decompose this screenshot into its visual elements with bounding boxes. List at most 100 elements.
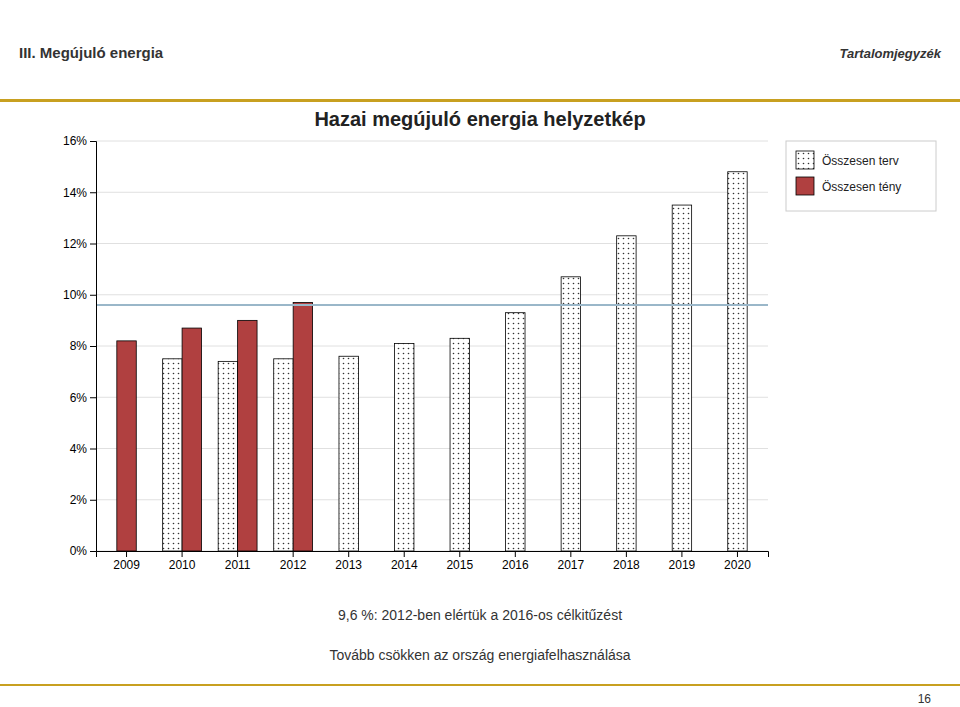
bar <box>238 320 257 551</box>
tick-mark <box>90 346 96 347</box>
tick: 2015 <box>446 551 473 572</box>
tick-label: 14% <box>63 186 87 200</box>
tick: 2019 <box>669 551 696 572</box>
legend-label: Összesen terv <box>822 154 899 168</box>
tick: 2011 <box>225 551 251 572</box>
tick-mark <box>459 551 460 557</box>
header-right: Tartalomjegyzék <box>840 46 942 61</box>
tick: 8% <box>70 339 96 353</box>
footer-separator <box>0 684 960 686</box>
tick-label: 2012 <box>280 558 307 572</box>
reference-line <box>96 304 768 306</box>
tick-label: 2016 <box>502 558 529 572</box>
tick-label: 0% <box>70 544 88 558</box>
bar <box>672 205 691 551</box>
legend: Összesen terv Összesen tény <box>786 141 936 211</box>
bar <box>117 341 136 551</box>
tick-mark <box>737 551 738 557</box>
tick-label: 10% <box>63 288 87 302</box>
tick: 2010 <box>169 551 196 572</box>
grid-line <box>96 243 768 244</box>
legend-item: Összesen tény <box>796 177 901 195</box>
annotation: 9,6 %: 2012-ben elértük a 2016-os célkit… <box>338 607 622 623</box>
tick-mark <box>237 551 238 557</box>
legend-swatch <box>796 151 814 169</box>
tick-label: 4% <box>70 442 88 456</box>
tick-mark <box>404 551 405 557</box>
bar <box>293 302 312 551</box>
tick-mark <box>90 551 96 552</box>
y-axis: 0% 2% 4% 6% 8% 10% 12% 14% 16% <box>63 134 97 558</box>
bar <box>728 172 747 551</box>
tick: 4% <box>70 442 96 456</box>
tick: 0% <box>70 544 96 558</box>
bar <box>506 313 525 551</box>
bar <box>395 343 414 551</box>
tick-label: 2% <box>70 493 88 507</box>
tick-mark <box>348 551 349 557</box>
tick-label: 2019 <box>669 558 696 572</box>
annotation: Tovább csökken az ország energiafelhaszn… <box>329 647 630 663</box>
tick-label: 2010 <box>169 558 196 572</box>
header-left: III. Megújuló energia <box>19 44 164 61</box>
x-axis: 2009 2010 2011 2012 2013 2014 2015 2016 2017 2018… <box>97 551 769 572</box>
tick-label: 8% <box>70 339 88 353</box>
bar <box>218 361 237 551</box>
tick: 2017 <box>557 551 584 572</box>
tick-label: 2011 <box>225 558 251 572</box>
tick-mark <box>293 551 294 557</box>
marks <box>96 172 768 551</box>
tick-label: 2013 <box>335 558 362 572</box>
tick: 2014 <box>391 551 418 572</box>
grid-line <box>96 294 768 295</box>
tick-mark <box>570 551 571 557</box>
tick-mark <box>626 551 627 557</box>
bar <box>274 359 293 551</box>
legend-label: Összesen tény <box>822 180 901 194</box>
tick-mark <box>90 141 96 142</box>
tick-label: 12% <box>63 237 87 251</box>
page-number: 16 <box>918 692 932 706</box>
tick: 12% <box>63 237 96 251</box>
tick-mark <box>90 244 96 245</box>
axis-line <box>90 142 97 552</box>
grid-line <box>96 141 768 142</box>
tick-mark <box>90 397 96 398</box>
tick-label: 6% <box>70 391 88 405</box>
header-separator <box>0 99 960 102</box>
bar <box>163 359 182 551</box>
tick: 2009 <box>113 551 140 572</box>
plot: 0%2%4%6%8%10%12%14%16%200920102011201220… <box>63 134 769 571</box>
tick-mark <box>515 551 516 557</box>
tick: 2012 <box>280 551 307 572</box>
bar <box>182 328 201 551</box>
chart: III. Megújuló energia Tartalomjegyzék 9,6 … <box>0 0 960 707</box>
tick-mark <box>90 500 96 501</box>
tick: 2020 <box>724 551 751 572</box>
axis-line <box>97 552 769 558</box>
tick-label: 2009 <box>113 558 140 572</box>
tick: 16% <box>63 134 96 148</box>
tick-mark <box>90 295 96 296</box>
bar <box>561 277 580 551</box>
title: Hazai megújuló energia helyzetkép <box>314 108 645 130</box>
tick-mark <box>90 449 96 450</box>
legend-swatch <box>796 177 814 195</box>
tick: 2% <box>70 493 96 507</box>
bar <box>339 356 358 551</box>
tick-label: 2020 <box>724 558 751 572</box>
tick-label: 16% <box>63 134 87 148</box>
tick-label: 2014 <box>391 558 418 572</box>
bar <box>450 338 469 551</box>
tick-mark <box>182 551 183 557</box>
tick: 2016 <box>502 551 529 572</box>
tick-mark <box>90 192 96 193</box>
tick: 2018 <box>613 551 640 572</box>
bar <box>617 236 636 551</box>
tick: 14% <box>63 186 96 200</box>
tick-label: 2017 <box>557 558 584 572</box>
grid <box>96 141 768 551</box>
legend-frame <box>786 141 936 211</box>
tick: 10% <box>63 288 96 302</box>
tick: 2013 <box>335 551 362 572</box>
